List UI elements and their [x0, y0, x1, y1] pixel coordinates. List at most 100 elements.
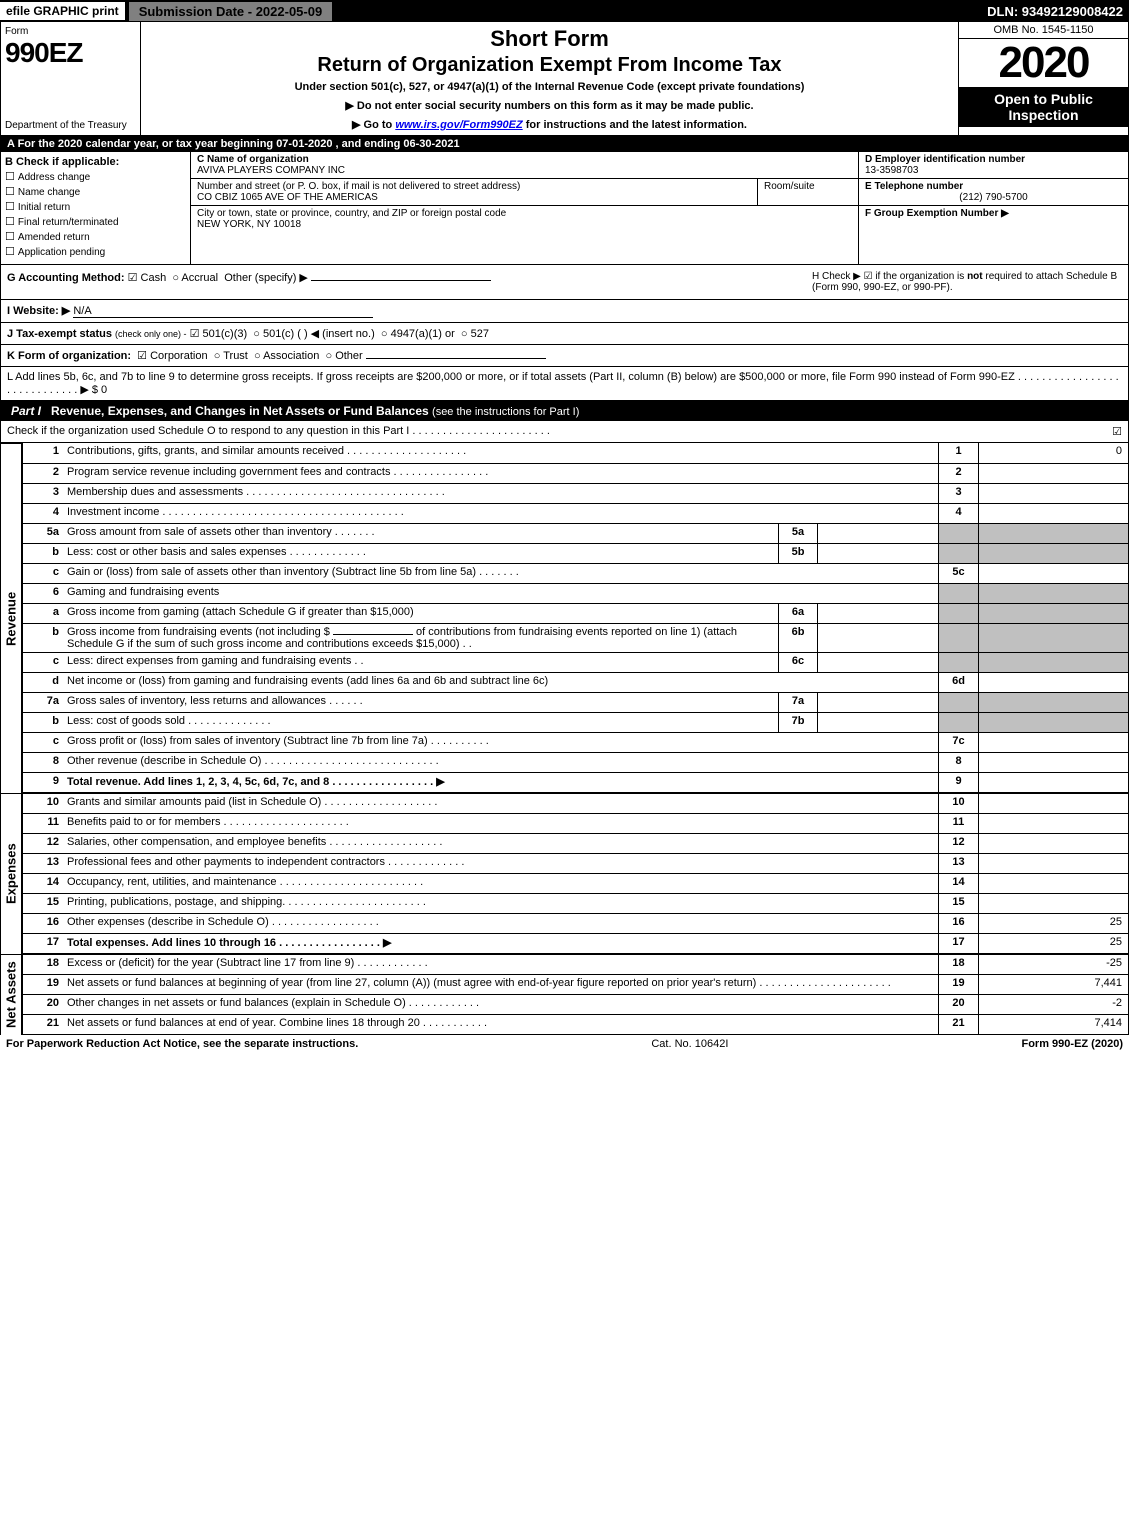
- k-association[interactable]: Association: [254, 350, 319, 362]
- row-3-val: [978, 484, 1128, 503]
- row-20-num: 20: [23, 995, 63, 1014]
- row-14-num: 14: [23, 874, 63, 893]
- chk-address-change[interactable]: Address change: [5, 170, 186, 183]
- k-other-blank[interactable]: [366, 358, 546, 359]
- form-number: 990EZ: [5, 37, 136, 69]
- open-to-public: Open to Public Inspection: [959, 87, 1128, 127]
- expenses-rows: 10 Grants and similar amounts paid (list…: [22, 793, 1129, 954]
- g-cash[interactable]: Cash: [128, 272, 167, 284]
- short-form-title: Short Form: [149, 26, 950, 52]
- section-d: D Employer identification number 13-3598…: [859, 152, 1128, 179]
- row-7c: c Gross profit or (loss) from sales of i…: [23, 732, 1128, 752]
- chk-application-pending[interactable]: Application pending: [5, 245, 186, 258]
- section-l: L Add lines 5b, 6c, and 7b to line 9 to …: [0, 367, 1129, 401]
- j-501c3[interactable]: 501(c)(3): [190, 328, 248, 340]
- f-label: F Group Exemption Number ▶: [865, 208, 1122, 219]
- row-19-desc: Net assets or fund balances at beginning…: [63, 975, 938, 994]
- row-11-rnum: 11: [938, 814, 978, 833]
- row-6c-sv: [818, 653, 938, 672]
- k-label: K Form of organization:: [7, 350, 131, 362]
- row-1-rnum: 1: [938, 443, 978, 463]
- row-8-num: 8: [23, 753, 63, 772]
- row-8-val: [978, 753, 1128, 772]
- row-20-rnum: 20: [938, 995, 978, 1014]
- part1-checkbox[interactable]: ☑: [1112, 425, 1122, 438]
- row-6a-desc: Gross income from gaming (attach Schedul…: [63, 604, 778, 623]
- row-5a-sn: 5a: [778, 524, 818, 543]
- netassets-side-label: Net Assets: [0, 954, 22, 1035]
- street-address: CO CBIZ 1065 AVE OF THE AMERICAS: [197, 192, 751, 203]
- addr-row: Number and street (or P. O. box, if mail…: [191, 179, 858, 206]
- row-20: 20 Other changes in net assets or fund b…: [23, 994, 1128, 1014]
- k-trust[interactable]: Trust: [214, 350, 248, 362]
- telephone: (212) 790-5700: [865, 192, 1122, 203]
- netassets-rows: 18 Excess or (deficit) for the year (Sub…: [22, 954, 1129, 1035]
- row-5b-sn: 5b: [778, 544, 818, 563]
- no-ssn-line: ▶ Do not enter social security numbers o…: [149, 99, 950, 112]
- row-2-desc: Program service revenue including govern…: [63, 464, 938, 483]
- row-5c-num: c: [23, 564, 63, 583]
- part1-header: Part I Revenue, Expenses, and Changes in…: [0, 401, 1129, 421]
- row-19-num: 19: [23, 975, 63, 994]
- row-6b-desc: Gross income from fundraising events (no…: [63, 624, 778, 652]
- row-6b-rnum-shaded: [938, 624, 978, 652]
- g-other[interactable]: Other (specify) ▶: [224, 272, 308, 284]
- i-label: I Website: ▶: [7, 305, 70, 317]
- row-17-num: 17: [23, 934, 63, 953]
- row-5a-rnum-shaded: [938, 524, 978, 543]
- row-6b-blank[interactable]: [333, 634, 413, 635]
- form-header: Form 990EZ Department of the Treasury Sh…: [0, 22, 1129, 136]
- row-17-val: 25: [978, 934, 1128, 953]
- chk-final-return[interactable]: Final return/terminated: [5, 215, 186, 228]
- section-e: E Telephone number (212) 790-5700: [859, 179, 1128, 206]
- part1-sub: (see the instructions for Part I): [432, 406, 579, 418]
- g-other-blank[interactable]: [311, 280, 491, 281]
- row-1-desc: Contributions, gifts, grants, and simila…: [63, 443, 938, 463]
- row-7a-sv: [818, 693, 938, 712]
- k-other[interactable]: Other: [325, 350, 362, 362]
- row-10-num: 10: [23, 794, 63, 813]
- return-title: Return of Organization Exempt From Incom…: [149, 54, 950, 77]
- row-10-val: [978, 794, 1128, 813]
- city-label: City or town, state or province, country…: [197, 208, 852, 219]
- row-7b-desc: Less: cost of goods sold . . . . . . . .…: [63, 713, 778, 732]
- entity-block: B Check if applicable: Address change Na…: [0, 152, 1129, 265]
- row-6d: d Net income or (loss) from gaming and f…: [23, 672, 1128, 692]
- row-13: 13 Professional fees and other payments …: [23, 853, 1128, 873]
- j-501c[interactable]: 501(c) ( ) ◀ (insert no.): [253, 328, 374, 340]
- addr-left: Number and street (or P. O. box, if mail…: [191, 179, 758, 205]
- row-1-val: 0: [978, 443, 1128, 463]
- row-17-desc: Total expenses. Add lines 10 through 16 …: [63, 934, 938, 953]
- row-6a-sn: 6a: [778, 604, 818, 623]
- row-5b-num: b: [23, 544, 63, 563]
- k-corporation[interactable]: Corporation: [137, 350, 207, 362]
- row-11-num: 11: [23, 814, 63, 833]
- chk-initial-return[interactable]: Initial return: [5, 200, 186, 213]
- row-5b-rnum-shaded: [938, 544, 978, 563]
- row-14-desc: Occupancy, rent, utilities, and maintena…: [63, 874, 938, 893]
- org-name-box: C Name of organization AVIVA PLAYERS COM…: [191, 152, 858, 179]
- row-18-val: -25: [978, 955, 1128, 974]
- row-4-rnum: 4: [938, 504, 978, 523]
- row-5a-sv: [818, 524, 938, 543]
- j-4947[interactable]: 4947(a)(1) or: [381, 328, 455, 340]
- row-6c: c Less: direct expenses from gaming and …: [23, 652, 1128, 672]
- section-j: J Tax-exempt status (check only one) - 5…: [0, 323, 1129, 345]
- chk-name-change[interactable]: Name change: [5, 185, 186, 198]
- row-7a-desc: Gross sales of inventory, less returns a…: [63, 693, 778, 712]
- row-7c-desc: Gross profit or (loss) from sales of inv…: [63, 733, 938, 752]
- row-6b-rval-shaded: [978, 624, 1128, 652]
- row-11-val: [978, 814, 1128, 833]
- j-527[interactable]: 527: [461, 328, 489, 340]
- chk-amended-return[interactable]: Amended return: [5, 230, 186, 243]
- row-6-desc: Gaming and fundraising events: [63, 584, 938, 603]
- g-accrual[interactable]: Accrual: [172, 272, 218, 284]
- row-6d-desc: Net income or (loss) from gaming and fun…: [63, 673, 938, 692]
- irs-link[interactable]: www.irs.gov/Form990EZ: [395, 119, 522, 131]
- row-1-num: 1: [23, 443, 63, 463]
- h-not: not: [967, 271, 983, 282]
- row-10-desc: Grants and similar amounts paid (list in…: [63, 794, 938, 813]
- row-7c-rnum: 7c: [938, 733, 978, 752]
- row-9-num: 9: [23, 773, 63, 792]
- top-bar: efile GRAPHIC print Submission Date - 20…: [0, 0, 1129, 22]
